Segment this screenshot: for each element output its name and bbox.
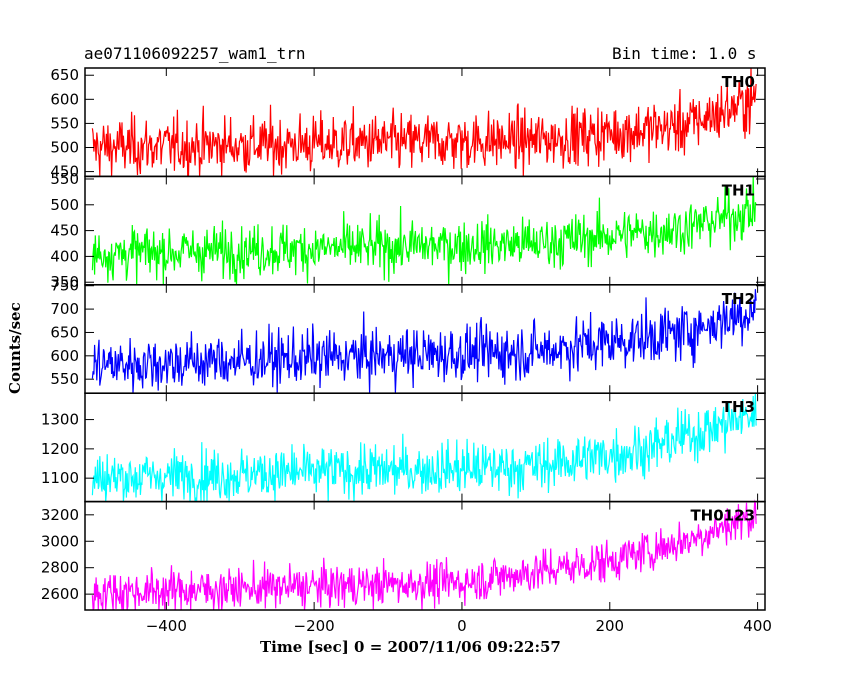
y-axis-label: Counts/sec [6,302,24,394]
chart-title: ae071106092257_wam1_trn [84,44,306,63]
y-tick-label: 550 [50,170,79,188]
panel-label-th1: TH1 [722,181,755,199]
series-line-th3 [91,393,757,502]
x-tick-label: −400 [146,617,187,635]
panel-label-th0123: TH0123 [690,507,755,525]
panel-label-th0: TH0 [722,73,755,91]
y-tick-label: 450 [50,222,79,240]
y-tick-label: 500 [50,196,79,214]
y-tick-label: 550 [50,114,79,132]
x-tick-label: 0 [457,617,467,635]
y-tick-label: 750 [50,277,79,295]
x-tick-label: −200 [294,617,335,635]
y-tick-label: 1200 [41,440,79,458]
y-tick-label: 650 [50,66,79,84]
y-tick-label: 500 [50,138,79,156]
y-tick-label: 600 [50,90,79,108]
y-tick-label: 550 [50,370,79,388]
y-tick-label: 350 [50,273,79,291]
bin-time-label: Bin time: 1.0 s [612,44,757,63]
y-tick-label: 400 [50,247,79,265]
series-line-th0 [91,67,757,177]
panel-label-th3: TH3 [722,398,755,416]
x-tick-label: 400 [743,617,772,635]
panel-label-th2: TH2 [722,290,755,308]
series-line-th1 [91,176,757,285]
x-axis-label: Time [sec] 0 = 2007/11/06 09:22:57 [260,638,561,656]
series-line-th0123 [91,499,757,611]
panel-frame-th0123 [84,500,766,611]
y-tick-label: 1300 [41,411,79,429]
y-tick-label: 650 [50,323,79,341]
y-tick-label: 1100 [41,469,79,487]
y-tick-label: 700 [50,300,79,318]
y-tick-label: 450 [50,163,79,181]
y-tick-label: 2600 [41,585,79,603]
y-tick-label: 2800 [41,559,79,577]
y-tick-label: 3000 [41,532,79,550]
y-tick-label: 3200 [41,506,79,524]
x-tick-label: 200 [595,617,624,635]
series-line-th2 [91,289,757,394]
y-tick-label: 600 [50,347,79,365]
